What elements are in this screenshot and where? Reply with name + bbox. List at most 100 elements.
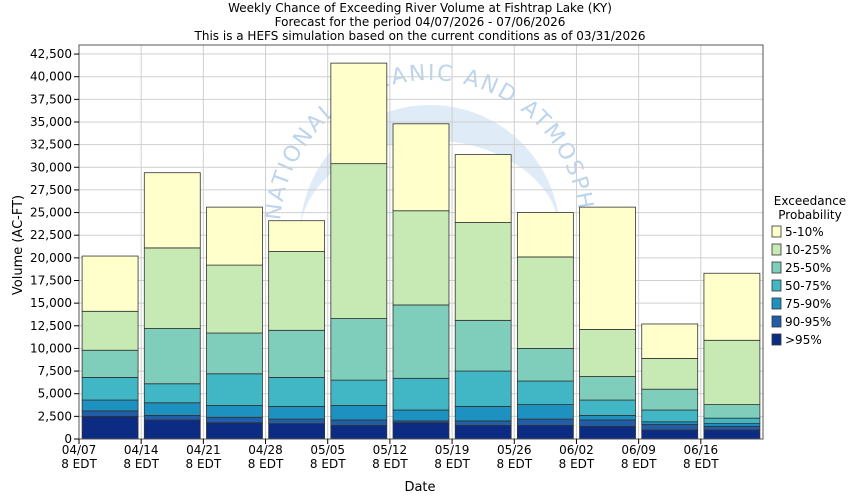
bar-segment xyxy=(143,247,201,329)
plot-frame xyxy=(78,44,764,440)
y-tick-label: 15,000 xyxy=(30,296,72,310)
x-tick-label: 06/16 xyxy=(684,443,719,457)
bar-segment xyxy=(516,348,574,382)
x-tick-label: 06/02 xyxy=(559,443,594,457)
bar-segment xyxy=(268,377,326,407)
bar-segment xyxy=(143,328,201,385)
legend-label: 75-90% xyxy=(785,297,831,311)
bar-segment xyxy=(641,409,699,423)
x-tick-label-time: 8 EDT xyxy=(310,457,346,471)
bar-segment xyxy=(516,380,574,405)
bar-segment xyxy=(516,212,574,258)
bar-segment xyxy=(392,377,450,411)
x-tick-label-time: 8 EDT xyxy=(559,457,595,471)
bar-segment xyxy=(268,423,326,440)
bar-segment xyxy=(579,399,636,416)
bar-segment xyxy=(641,421,699,425)
y-tick-label: 20,000 xyxy=(30,251,72,265)
x-tick-label: 04/07 xyxy=(62,443,97,457)
bar-segment xyxy=(206,264,263,334)
bar-segment xyxy=(516,418,574,426)
bar-segment xyxy=(454,405,512,422)
x-axis-label: Date xyxy=(404,480,435,495)
chart-title-line: Forecast for the period 04/07/2026 - 07/… xyxy=(275,15,566,29)
x-tick-label-time: 8 EDT xyxy=(186,457,222,471)
legend-label: 50-75% xyxy=(785,279,831,293)
bar-segment xyxy=(579,376,636,401)
y-axis-label: Volume (AC-FT) xyxy=(11,195,26,295)
bar-segment xyxy=(454,154,512,223)
bars xyxy=(81,62,761,440)
legend-title: Probability xyxy=(778,208,841,222)
x-tick-label: 04/21 xyxy=(186,443,221,457)
legend-label: >95% xyxy=(785,333,822,347)
y-tick-label: 37,500 xyxy=(30,92,72,106)
bar-segment xyxy=(330,405,388,421)
chart-title: Weekly Chance of Exceeding River Volume … xyxy=(194,1,646,43)
bar-segment xyxy=(268,251,326,331)
bar-segment xyxy=(268,418,326,425)
y-tick-label: 10,000 xyxy=(30,341,72,355)
legend-label: 25-50% xyxy=(785,261,831,275)
bar-segment xyxy=(516,256,574,349)
x-tick-label-time: 8 EDT xyxy=(621,457,657,471)
bar-segment xyxy=(143,402,201,416)
bar-segment xyxy=(516,404,574,420)
bar-segment xyxy=(330,318,388,381)
bar-segment xyxy=(641,429,699,440)
chart-title-line: Weekly Chance of Exceeding River Volume … xyxy=(228,1,612,15)
bar-segment xyxy=(703,272,761,341)
y-tick-label: 17,500 xyxy=(30,273,72,287)
bar-segment xyxy=(330,425,388,440)
bar-segment xyxy=(330,379,388,406)
bar-segment xyxy=(392,409,450,422)
chart-title-line: This is a HEFS simulation based on the c… xyxy=(194,29,646,43)
bar-segment xyxy=(81,255,139,312)
bar-segment xyxy=(516,425,574,440)
bar-segment xyxy=(579,206,636,330)
bar-segment xyxy=(703,423,761,427)
y-tick-label: 30,000 xyxy=(30,160,72,174)
bar-segment xyxy=(454,370,512,407)
bar-segment xyxy=(641,357,699,390)
bar-segment xyxy=(81,415,139,440)
bar-segment xyxy=(454,319,512,372)
legend-swatch xyxy=(771,225,782,238)
bar-segment xyxy=(206,373,263,406)
bar-segment xyxy=(703,417,761,425)
bar-segment xyxy=(703,404,761,419)
x-tick-label-time: 8 EDT xyxy=(61,457,97,471)
bar-segment xyxy=(703,429,761,440)
y-tick-label: 35,000 xyxy=(30,115,72,129)
legend-label: 90-95% xyxy=(785,315,831,329)
x-tick-label: 04/28 xyxy=(248,443,283,457)
legend-swatch xyxy=(771,243,782,256)
legend-title: Exceedance xyxy=(774,194,846,208)
legend-swatch xyxy=(771,333,782,346)
bar-segment xyxy=(703,339,761,405)
y-tick-label: 25,000 xyxy=(30,206,72,220)
bar-segment xyxy=(206,405,263,418)
bar-segment xyxy=(392,304,450,379)
bar-segment xyxy=(268,405,326,420)
y-tick-label: 12,500 xyxy=(30,319,72,333)
x-tick-label: 06/09 xyxy=(621,443,656,457)
x-tick-label-time: 8 EDT xyxy=(434,457,470,471)
x-tick-label-time: 8 EDT xyxy=(248,457,284,471)
bar-segment xyxy=(81,349,139,378)
bar-segment xyxy=(143,419,201,440)
y-tick-label: 42,500 xyxy=(30,47,72,61)
y-tick-label: 5,000 xyxy=(38,387,72,401)
bar-segment xyxy=(392,422,450,440)
bar-segment xyxy=(206,416,263,424)
y-tick-label: 27,500 xyxy=(30,183,72,197)
bar-segment xyxy=(81,377,139,401)
bar-segment xyxy=(703,425,761,431)
legend-swatch xyxy=(771,297,782,310)
bar-segment xyxy=(268,329,326,378)
x-tick-label: 05/12 xyxy=(373,443,408,457)
y-tick-label: 32,500 xyxy=(30,138,72,152)
